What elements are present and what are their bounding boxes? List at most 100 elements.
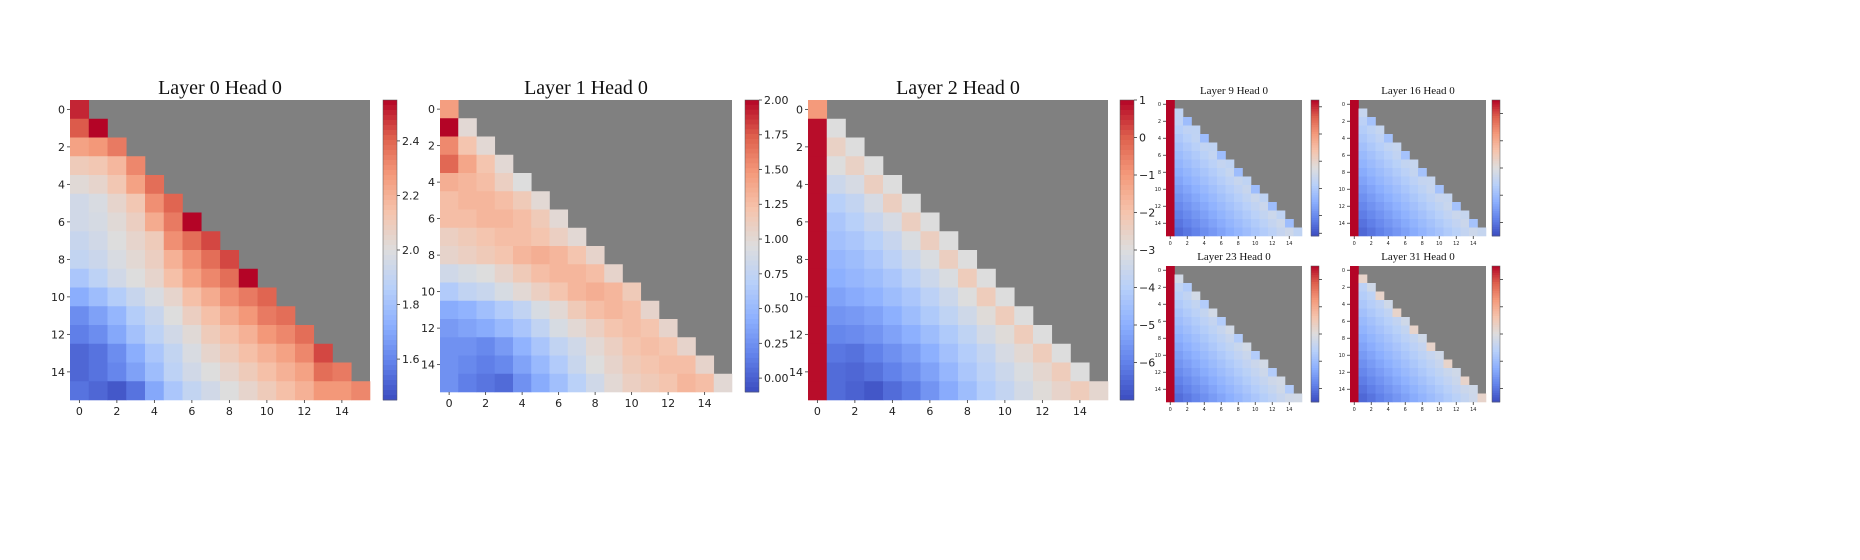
heatmap-cell	[1401, 359, 1410, 369]
heatmap-cell	[145, 306, 165, 326]
colorbar-segment	[745, 211, 759, 218]
heatmap-cell	[163, 268, 183, 288]
heatmap-cell	[1259, 368, 1269, 377]
colorbar-segment	[1120, 220, 1134, 226]
heatmap-cell	[549, 282, 569, 302]
heatmap-cell	[1375, 227, 1385, 237]
colorbar-segment	[1492, 208, 1500, 212]
heatmap-cell	[1384, 185, 1393, 194]
colorbar-segment	[1311, 361, 1319, 364]
heatmap-cell	[513, 355, 532, 375]
heatmap-cell	[1033, 362, 1053, 382]
colorbar-segment	[1311, 390, 1319, 394]
heatmap-cell	[1392, 376, 1402, 386]
heatmap-cell	[1200, 317, 1209, 326]
heatmap-cell	[201, 362, 221, 382]
heatmap-cell	[107, 137, 127, 157]
heatmap-cell	[1367, 283, 1376, 292]
colorbar-segment	[383, 345, 397, 351]
heatmap-cell	[808, 325, 828, 345]
heatmap-cell	[845, 381, 865, 401]
heatmap-cell	[1268, 210, 1277, 220]
colorbar-segment	[1492, 131, 1500, 135]
heatmap-cell	[1225, 227, 1235, 237]
heatmap-cell	[826, 306, 846, 326]
heatmap-cell	[88, 156, 108, 176]
heatmap-cell	[295, 381, 315, 401]
heatmap-cell	[1443, 376, 1453, 386]
heatmap-cell	[1234, 342, 1243, 352]
heatmap-cell	[1358, 376, 1368, 386]
colorbar-segment	[1492, 186, 1500, 189]
colorbar-segment	[383, 130, 397, 136]
heatmap-cell	[864, 175, 884, 195]
colorbar-segment	[383, 300, 397, 306]
colorbar-segment	[1120, 190, 1134, 196]
heatmap-cell	[1350, 334, 1359, 343]
colorbar-segment	[745, 163, 759, 169]
heatmap-cell	[1191, 159, 1201, 169]
heatmap-cell	[1401, 185, 1410, 194]
colorbar-segment	[1492, 174, 1500, 178]
colorbar-segment	[1311, 288, 1319, 292]
colorbar-segment	[745, 280, 759, 286]
heatmap-cell	[1174, 351, 1184, 360]
colorbar-segment	[1120, 370, 1134, 376]
heatmap-cell	[1174, 227, 1184, 237]
heatmap-cell	[1174, 300, 1184, 309]
heatmap-cell	[494, 154, 514, 174]
x-tick-label: 14	[335, 405, 349, 418]
colorbar-segment	[1311, 177, 1319, 180]
heatmap-cell	[864, 250, 884, 270]
colorbar-segment	[383, 205, 397, 211]
heatmap-cell	[901, 381, 921, 401]
x-tick-label: 14	[1286, 407, 1292, 413]
heatmap-cell	[1452, 376, 1461, 386]
colorbar-segment	[1311, 331, 1319, 335]
heatmap-cell	[1268, 227, 1277, 237]
y-tick-label: 0	[1342, 268, 1345, 274]
heatmap-cell	[145, 362, 165, 382]
heatmap-cell	[1350, 202, 1359, 211]
colorbar-tick-label: 1.8	[402, 299, 420, 312]
heatmap-cell	[1401, 193, 1410, 203]
heatmap-cell	[1350, 142, 1359, 152]
heatmap-cell	[901, 231, 921, 251]
colorbar-segment	[1311, 349, 1319, 353]
colorbar-segment	[745, 158, 759, 164]
colorbar-segment	[1492, 109, 1500, 112]
colorbar-segment	[383, 385, 397, 391]
colorbar-segment	[383, 180, 397, 186]
heatmap-cell	[1268, 368, 1277, 377]
heatmap-cell	[1166, 202, 1175, 211]
colorbar-segment	[1311, 363, 1319, 367]
x-tick-label: 2	[1186, 241, 1189, 247]
heatmap-cell	[476, 136, 496, 156]
heatmap-cell	[1033, 381, 1053, 401]
heatmap-cell	[1183, 300, 1192, 309]
heatmap-cell	[549, 209, 569, 229]
heatmap-cell	[995, 325, 1015, 345]
colorbar-segment	[1492, 138, 1500, 142]
colorbar-segment	[383, 255, 397, 261]
x-tick-label: 10	[1252, 407, 1258, 413]
heatmap-cell	[1350, 351, 1359, 360]
heatmap-cell	[995, 287, 1015, 307]
colorbar-segment	[1311, 340, 1319, 344]
heatmap-cell	[70, 362, 90, 382]
heatmap-cell	[107, 362, 127, 382]
x-tick-label: 10	[260, 405, 274, 418]
colorbar-segment	[1311, 208, 1319, 212]
heatmap-cell	[549, 264, 569, 283]
x-tick-label: 12	[297, 405, 311, 418]
heatmap-cell	[845, 231, 865, 251]
heatmap-cell	[1234, 210, 1243, 220]
heatmap-cell	[1200, 376, 1209, 386]
x-tick-label: 12	[1453, 241, 1459, 247]
heatmap-cell	[1174, 308, 1184, 318]
colorbar-segment	[383, 265, 397, 271]
heatmap-cell	[1375, 368, 1385, 377]
heatmap-cell	[1208, 334, 1218, 343]
heatmap-cell	[163, 306, 183, 326]
colorbar-segment	[1492, 211, 1500, 214]
